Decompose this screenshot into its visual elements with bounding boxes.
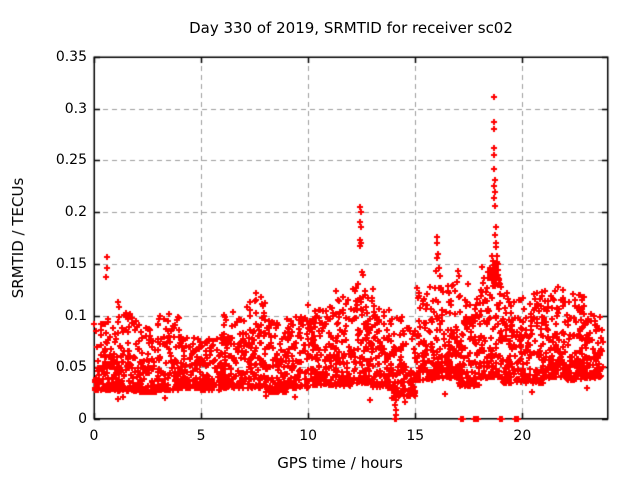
y-tick-label: 0 <box>78 411 87 427</box>
chart-title: Day 330 of 2019, SRMTID for receiver sc0… <box>189 19 513 37</box>
y-tick-label: 0.35 <box>55 49 87 65</box>
x-tick-label: 20 <box>513 428 532 444</box>
y-tick-label: 0.05 <box>55 359 87 376</box>
y-tick-label: 0.1 <box>64 307 87 324</box>
y-tick-label: 0.15 <box>55 255 87 272</box>
y-tick-label: 0.2 <box>64 204 87 221</box>
y-axis-label: SRMTID / TECUs <box>9 177 27 299</box>
x-tick-label: 15 <box>406 428 425 444</box>
x-axis-label: GPS time / hours <box>277 454 403 472</box>
x-tick-label: 10 <box>299 428 318 444</box>
x-tick-label: 0 <box>89 428 99 444</box>
x-tick-label: 5 <box>196 428 206 444</box>
y-tick-label: 0.25 <box>55 152 87 169</box>
y-tick-label: 0.3 <box>64 100 87 117</box>
